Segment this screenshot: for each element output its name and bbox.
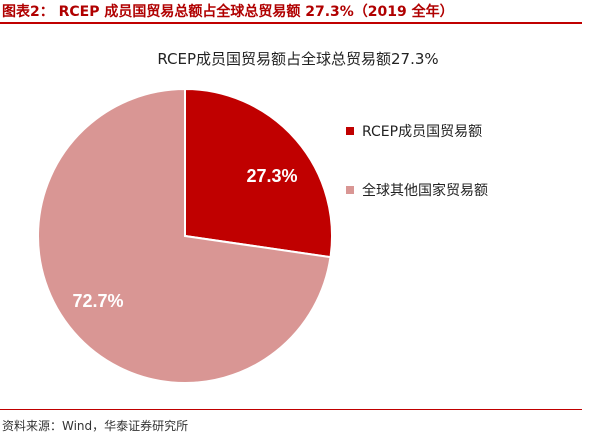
chart-legend: RCEP成员国贸易额 全球其他国家贸易额 bbox=[346, 120, 586, 238]
legend-swatch-rcep bbox=[346, 127, 354, 135]
pie-slice-rcep bbox=[184, 87, 333, 259]
data-label-rcep: 27.3% bbox=[246, 166, 297, 186]
chart-title: RCEP成员国贸易额占全球总贸易额27.3% bbox=[157, 50, 439, 68]
legend-item-rest-of-world: 全球其他国家贸易额 bbox=[346, 179, 586, 201]
footer-divider bbox=[0, 409, 582, 410]
header-divider bbox=[0, 22, 582, 24]
legend-item-rcep: RCEP成员国贸易额 bbox=[346, 120, 586, 142]
legend-swatch-rest-of-world bbox=[346, 186, 354, 194]
figure-title: 图表2： RCEP 成员国贸易总额占全球总贸易额 27.3%（2019 全年） bbox=[2, 4, 454, 20]
legend-label-rcep: RCEP成员国贸易额 bbox=[362, 124, 483, 140]
source-note: 资料来源：Wind，华泰证券研究所 bbox=[2, 419, 189, 433]
pie-slice-rest-of-world bbox=[37, 87, 332, 384]
legend-label-rest-of-world: 全球其他国家贸易额 bbox=[362, 183, 488, 199]
figure-header: 图表2： RCEP 成员国贸易总额占全球总贸易额 27.3%（2019 全年） bbox=[0, 0, 596, 22]
data-label-rest-of-world: 72.7% bbox=[72, 291, 123, 311]
